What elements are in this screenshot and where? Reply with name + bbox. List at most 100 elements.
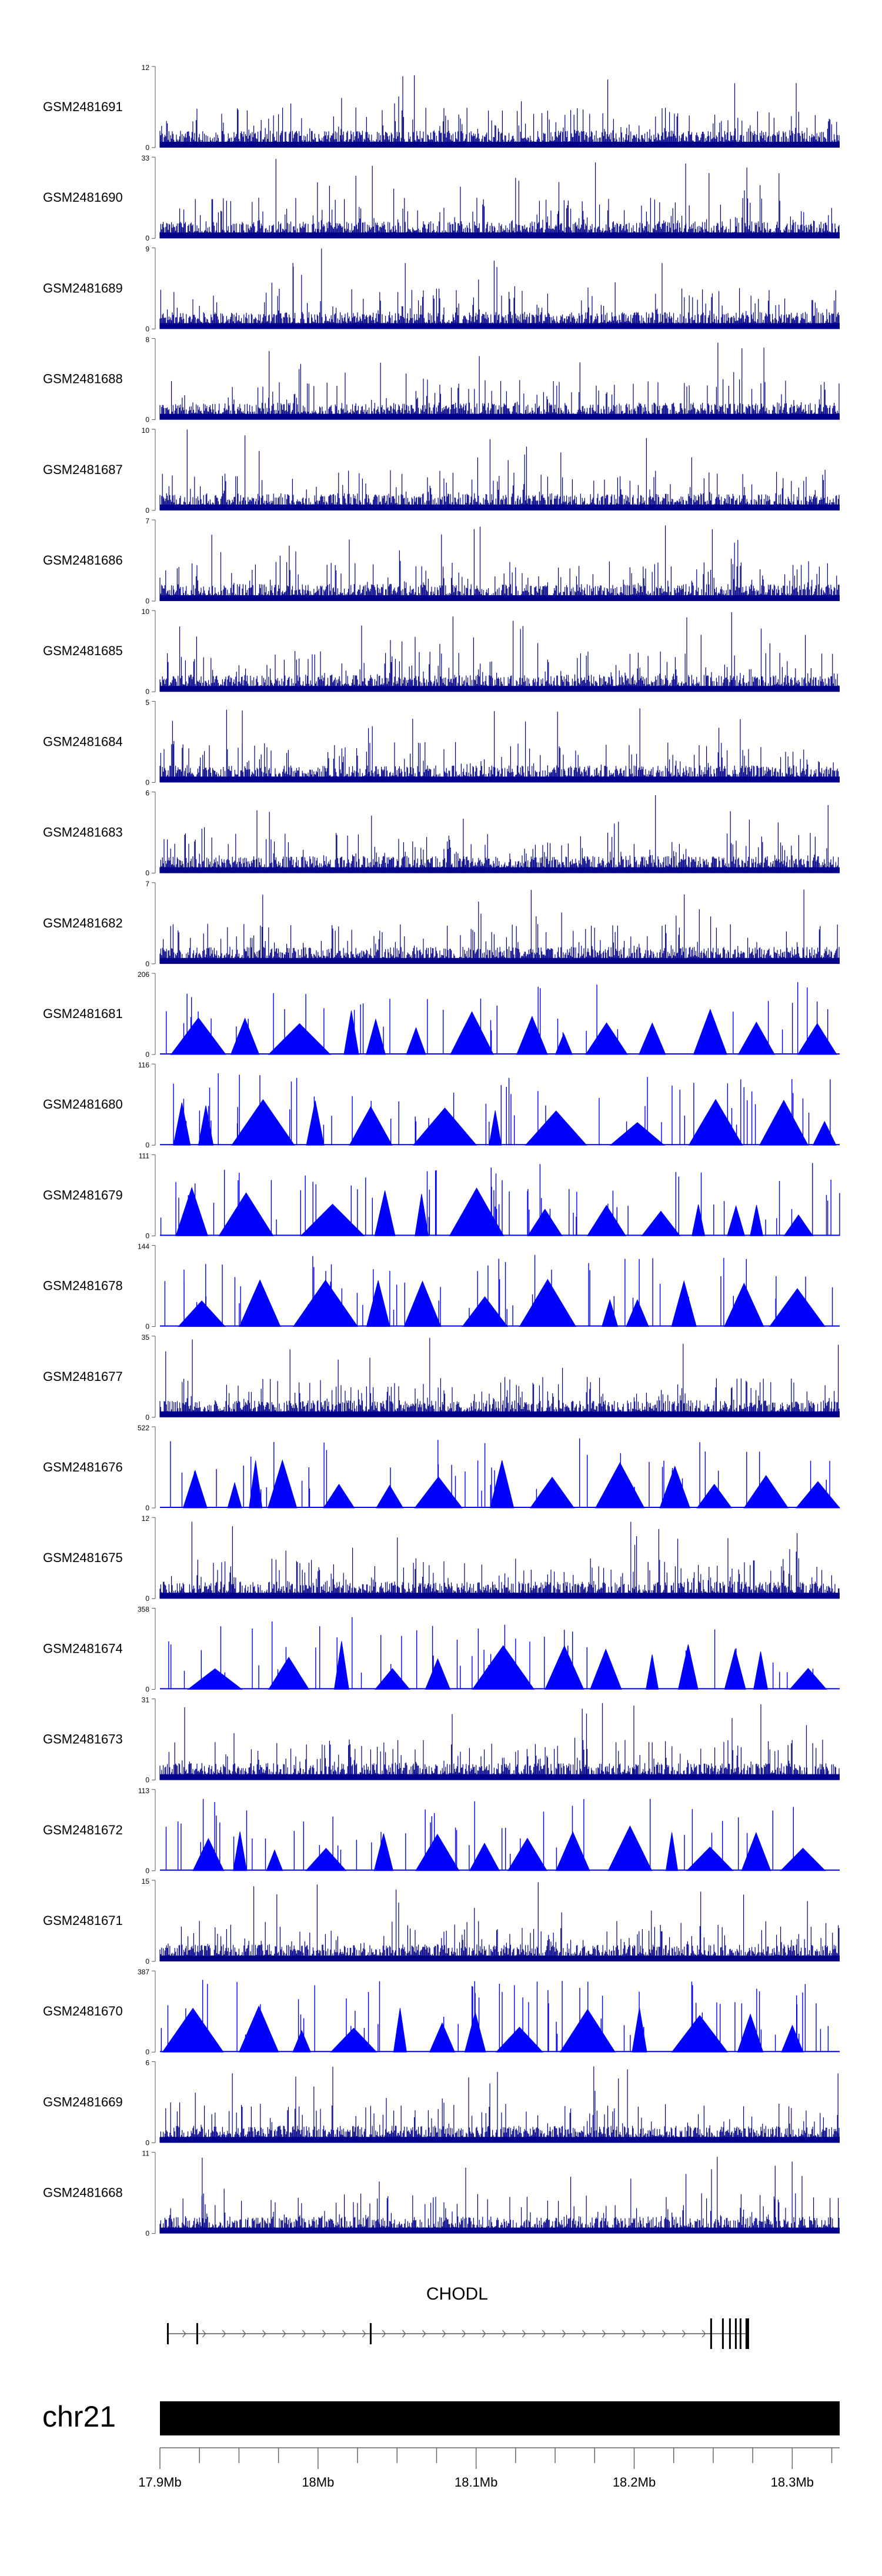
strand-arrow-icon xyxy=(681,2330,686,2338)
coverage-signal xyxy=(159,1521,840,1599)
y-max-label: 11 xyxy=(142,2150,150,2158)
track-GSM2481679: GSM2481679 111 0 xyxy=(43,1152,840,1240)
track-GSM2481682: GSM2481682 7 0 xyxy=(43,880,840,968)
coverage-baseline xyxy=(160,1593,840,1599)
y-min-label: 0 xyxy=(145,506,149,515)
y-max-label: 387 xyxy=(138,1968,149,1976)
track-GSM2481670: GSM2481670 387 0 xyxy=(43,1968,840,2056)
coverage-signal xyxy=(159,159,840,239)
peak-regions xyxy=(192,1825,826,1871)
strand-arrow-icon xyxy=(182,2330,186,2338)
track-label: GSM2481671 xyxy=(43,1913,123,1928)
peak-spikes xyxy=(166,982,828,1055)
y-min-label: 0 xyxy=(145,1957,149,1966)
track-GSM2481673: GSM2481673 31 0 xyxy=(43,1696,840,1784)
track-label: GSM2481670 xyxy=(43,2004,123,2018)
coverage-baseline xyxy=(160,2227,840,2234)
coverage-baseline xyxy=(160,595,840,601)
exon xyxy=(729,2318,731,2349)
track-GSM2481675: GSM2481675 12 0 xyxy=(43,1514,840,1603)
chromosome-label: chr21 xyxy=(42,2400,116,2433)
y-max-label: 12 xyxy=(142,64,150,72)
y-min-label: 0 xyxy=(145,1504,149,1512)
track-GSM2481677: GSM2481677 35 0 xyxy=(43,1333,840,1422)
track-GSM2481672: GSM2481672 113 0 xyxy=(43,1787,840,1875)
y-max-label: 33 xyxy=(142,154,150,162)
genomic-axis: 17.9Mb 18Mb 18.1Mb 18.2Mb 18.3Mb xyxy=(138,2447,840,2490)
y-min-label: 0 xyxy=(145,1141,149,1149)
y-max-label: 358 xyxy=(138,1605,149,1613)
exon xyxy=(369,2323,372,2344)
strand-arrow-icon xyxy=(562,2330,566,2338)
track-GSM2481687: GSM2481687 10 0 xyxy=(43,426,840,515)
coverage-baseline xyxy=(160,776,840,783)
track-label: GSM2481672 xyxy=(43,1823,123,1837)
track-label: GSM2481681 xyxy=(43,1006,123,1021)
track-label: GSM2481676 xyxy=(43,1460,123,1474)
track-GSM2481671: GSM2481671 15 0 xyxy=(43,1877,840,1966)
y-max-label: 10 xyxy=(142,608,150,616)
y-min-label: 0 xyxy=(145,144,149,152)
strand-arrow-icon xyxy=(662,2330,666,2338)
track-label: GSM2481682 xyxy=(43,916,123,930)
coverage-baseline xyxy=(160,232,840,239)
exon xyxy=(739,2318,741,2349)
gene-model: CHODL xyxy=(166,2284,749,2349)
y-min-label: 0 xyxy=(145,1867,149,1875)
strand-arrow-icon xyxy=(602,2330,606,2338)
coverage-signal xyxy=(159,75,840,148)
strand-arrow-icon xyxy=(282,2330,286,2338)
strand-arrow-icon xyxy=(701,2330,706,2338)
coverage-signal xyxy=(159,889,840,964)
strand-arrow-icon xyxy=(422,2330,426,2338)
strand-arrow-icon xyxy=(402,2330,406,2338)
y-max-label: 116 xyxy=(138,1061,149,1069)
y-min-label: 0 xyxy=(145,1232,149,1240)
y-max-label: 10 xyxy=(142,426,150,435)
track-GSM2481689: GSM2481689 9 0 xyxy=(43,245,840,333)
track-label: GSM2481678 xyxy=(43,1279,123,1293)
y-min-label: 0 xyxy=(145,778,149,786)
track-GSM2481680: GSM2481680 116 0 xyxy=(43,1061,840,1149)
track-label: GSM2481688 xyxy=(43,372,123,386)
coverage-baseline xyxy=(160,413,840,420)
coverage-baseline xyxy=(160,323,840,329)
y-max-label: 9 xyxy=(145,245,149,253)
y-max-label: 206 xyxy=(138,970,149,979)
track-GSM2481678: GSM2481678 144 0 xyxy=(43,1243,840,1331)
peak-regions xyxy=(182,1459,841,1509)
track-label: GSM2481669 xyxy=(43,2094,123,2109)
chromosome-ideogram: chr21 xyxy=(42,2400,840,2435)
strand-arrow-icon xyxy=(502,2330,506,2338)
exon xyxy=(745,2318,749,2349)
track-label: GSM2481686 xyxy=(43,553,123,568)
track-label: GSM2481677 xyxy=(43,1369,123,1384)
track-label: GSM2481680 xyxy=(43,1097,123,1112)
exon xyxy=(196,2323,198,2344)
track-label: GSM2481691 xyxy=(43,99,123,114)
coverage-signal xyxy=(159,1337,840,1417)
peak-regions xyxy=(170,1008,837,1055)
y-min-label: 0 xyxy=(145,2230,149,2238)
coverage-baseline xyxy=(160,142,840,148)
strand-arrow-icon xyxy=(382,2330,386,2338)
coverage-baseline xyxy=(160,2137,840,2143)
track-label: GSM2481673 xyxy=(43,1732,123,1747)
y-max-label: 8 xyxy=(145,336,149,344)
track-label: GSM2481685 xyxy=(43,643,123,658)
coverage-signal xyxy=(159,795,840,873)
y-max-label: 6 xyxy=(145,2058,149,2067)
track-GSM2481669: GSM2481669 6 0 xyxy=(43,2058,840,2147)
track-GSM2481676: GSM2481676 522 0 xyxy=(43,1424,841,1512)
peak-spikes xyxy=(160,1163,840,1236)
track-label: GSM2481679 xyxy=(43,1187,123,1202)
y-min-label: 0 xyxy=(145,688,149,696)
y-max-label: 35 xyxy=(142,1333,150,1342)
strand-arrow-icon xyxy=(622,2330,626,2338)
strand-arrow-icon xyxy=(542,2330,546,2338)
track-label: GSM2481684 xyxy=(43,734,123,749)
track-GSM2481688: GSM2481688 8 0 xyxy=(43,336,840,424)
track-GSM2481684: GSM2481684 5 0 xyxy=(43,698,840,786)
track-label: GSM2481689 xyxy=(43,281,123,295)
